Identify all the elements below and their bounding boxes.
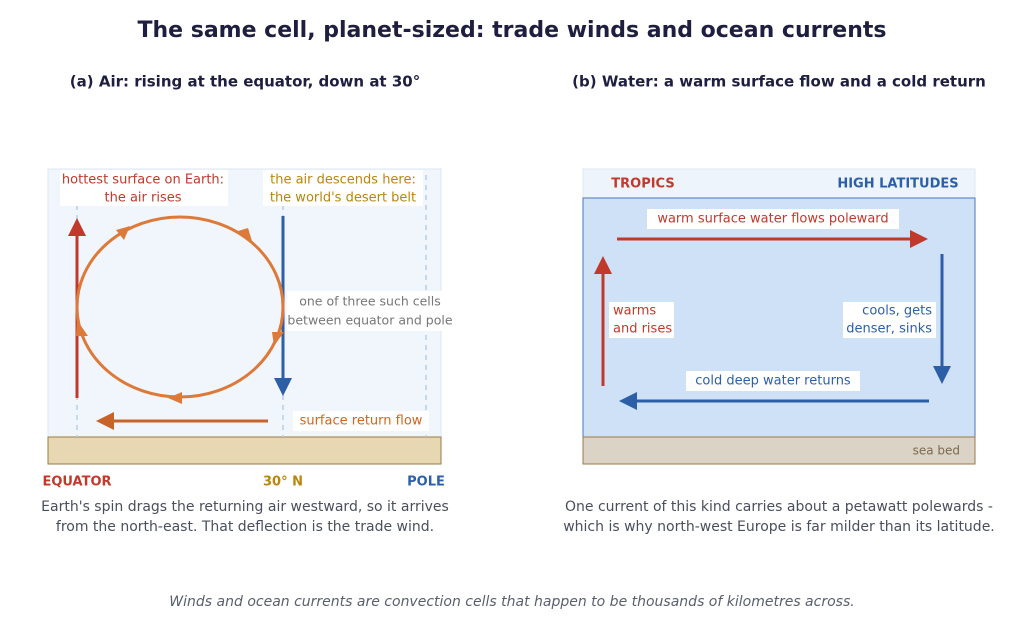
label-bg xyxy=(647,209,899,229)
seabed-label: sea bed xyxy=(913,444,960,458)
footer: Winds and ocean currents are convection … xyxy=(169,594,854,610)
label-bg xyxy=(609,302,674,338)
cell-arrowheads xyxy=(76,226,284,404)
title: The same cell, planet-sized: trade winds… xyxy=(137,18,886,43)
label: cools, gets xyxy=(862,304,932,319)
label-bg xyxy=(293,411,429,431)
label-bg xyxy=(287,291,453,331)
label: the air descends here: xyxy=(270,173,416,188)
header-strip xyxy=(582,168,976,199)
note: one of three such cells xyxy=(299,294,441,309)
ground xyxy=(47,436,442,465)
header: HIGH LATITUDES xyxy=(837,177,958,192)
caption: Earth's spin drags the returning air wes… xyxy=(41,499,449,515)
caption: from the north-east. That deflection is … xyxy=(56,519,434,535)
axis-label: EQUATOR xyxy=(42,475,111,490)
label: hottest surface on Earth: xyxy=(62,173,224,188)
header: TROPICS xyxy=(611,177,674,192)
label: denser, sinks xyxy=(846,322,932,337)
panel-title: (b) Water: a warm surface flow and a col… xyxy=(572,73,986,91)
label: warms xyxy=(613,304,656,319)
label-bg xyxy=(843,302,936,338)
label: the air rises xyxy=(104,191,181,206)
label: and rises xyxy=(613,322,672,337)
label-bg xyxy=(686,371,860,391)
note: between equator and pole xyxy=(287,313,452,328)
caption: One current of this kind carries about a… xyxy=(565,499,993,515)
label: cold deep water returns xyxy=(695,374,851,389)
axis-label: POLE xyxy=(407,475,445,490)
seabed xyxy=(582,436,976,465)
label-bg xyxy=(263,170,423,206)
panel-title: (a) Air: rising at the equator, down at … xyxy=(70,73,420,91)
label: warm surface water flows poleward xyxy=(657,212,888,227)
axis-label: 30° N xyxy=(263,475,303,490)
caption: which is why north-west Europe is far mi… xyxy=(563,519,995,535)
label: the world's desert belt xyxy=(270,191,416,206)
label-bg xyxy=(60,170,228,206)
label: surface return flow xyxy=(300,414,423,429)
